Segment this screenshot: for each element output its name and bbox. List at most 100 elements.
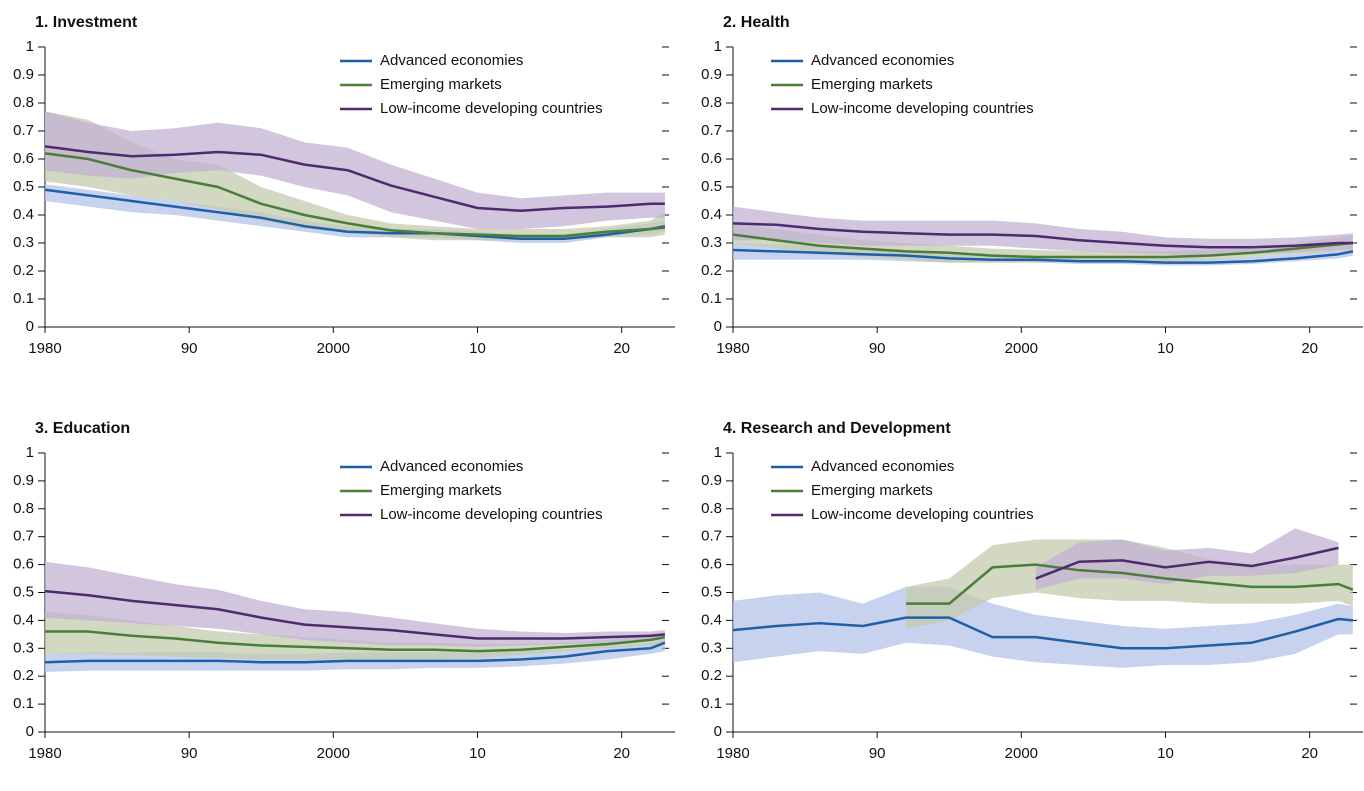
- legend-label: Emerging markets: [811, 482, 933, 499]
- panel-title: 4. Research and Development: [723, 420, 951, 437]
- y-tick-label: 1: [714, 444, 722, 461]
- x-tick-label: 1980: [716, 340, 749, 357]
- y-tick-label: 0.4: [701, 206, 722, 223]
- y-tick-label: 0.8: [701, 500, 722, 517]
- x-tick-label: 90: [869, 340, 886, 357]
- y-tick-label: 1: [714, 38, 722, 55]
- series-line: [732, 616, 1354, 650]
- y-tick-label: 0.9: [13, 66, 34, 83]
- x-tick-label: 20: [1301, 745, 1318, 762]
- x-tick-label: 2000: [1005, 340, 1038, 357]
- band: [45, 612, 665, 660]
- legend-label: Low-income developing countries: [380, 100, 603, 117]
- legend-label: Emerging markets: [380, 76, 502, 93]
- x-tick-label: 90: [181, 340, 198, 357]
- y-tick-label: 0: [714, 723, 722, 740]
- x-tick-label: 10: [469, 340, 486, 357]
- series-line: [905, 563, 1354, 605]
- y-tick-label: 0.7: [701, 122, 722, 139]
- panel-title: 3. Education: [35, 420, 130, 437]
- y-tick-label: 0.1: [13, 290, 34, 307]
- band: [45, 561, 665, 647]
- band: [1035, 528, 1339, 590]
- x-tick-label: 20: [1301, 340, 1318, 357]
- y-tick-label: 0.3: [13, 639, 34, 656]
- y-tick-label: 0.5: [13, 583, 34, 600]
- y-tick-label: 0.6: [13, 150, 34, 167]
- y-tick-label: 0.3: [701, 234, 722, 251]
- y-tick-label: 0.5: [701, 178, 722, 195]
- legend-label: Advanced economies: [811, 52, 954, 69]
- x-tick-label: 2000: [317, 340, 350, 357]
- y-tick-label: 0.8: [13, 94, 34, 111]
- y-tick-label: 0.2: [701, 262, 722, 279]
- series-line: [44, 641, 666, 664]
- y-tick-label: 1: [26, 444, 34, 461]
- panel-title: 1. Investment: [35, 14, 138, 31]
- y-tick-label: 0.5: [13, 178, 34, 195]
- band: [733, 586, 1353, 668]
- y-tick-label: 0.6: [701, 556, 722, 573]
- y-tick-label: 0.4: [13, 611, 34, 628]
- y-tick-label: 0.6: [13, 556, 34, 573]
- y-tick-label: 0.6: [701, 150, 722, 167]
- y-tick-label: 0.9: [701, 472, 722, 489]
- band: [905, 539, 1353, 629]
- y-tick-label: 0: [26, 723, 34, 740]
- x-tick-label: 2000: [317, 745, 350, 762]
- x-tick-label: 2000: [1005, 745, 1038, 762]
- y-tick-label: 0.7: [13, 528, 34, 545]
- series-line: [732, 222, 1353, 249]
- x-tick-label: 1980: [716, 745, 749, 762]
- series-line: [45, 630, 666, 653]
- series-line: [44, 188, 666, 241]
- y-tick-label: 0.8: [701, 94, 722, 111]
- series-line: [1035, 546, 1339, 580]
- legend-label: Advanced economies: [811, 458, 954, 475]
- x-tick-label: 90: [181, 745, 198, 762]
- legend-label: Advanced economies: [380, 52, 523, 69]
- y-tick-label: 0.8: [13, 500, 34, 517]
- legend-label: Low-income developing countries: [380, 506, 603, 523]
- y-tick-label: 0.3: [13, 234, 34, 251]
- legend-label: Emerging markets: [811, 76, 933, 93]
- x-tick-label: 10: [1157, 340, 1174, 357]
- series-line: [732, 233, 1354, 259]
- y-tick-label: 0.5: [701, 583, 722, 600]
- series-line: [44, 152, 666, 238]
- y-tick-label: 0.2: [701, 667, 722, 684]
- y-tick-label: 0.4: [701, 611, 722, 628]
- series-line: [732, 248, 1354, 264]
- y-tick-label: 0.1: [701, 290, 722, 307]
- y-tick-label: 0.7: [701, 528, 722, 545]
- y-tick-label: 1: [26, 38, 34, 55]
- y-tick-label: 0.9: [701, 66, 722, 83]
- x-tick-label: 10: [469, 745, 486, 762]
- y-tick-label: 0: [26, 318, 34, 335]
- legend-label: Advanced economies: [380, 458, 523, 475]
- x-tick-label: 90: [869, 745, 886, 762]
- y-tick-label: 0.1: [701, 695, 722, 712]
- x-tick-label: 10: [1157, 745, 1174, 762]
- series-line: [44, 589, 666, 640]
- series-line: [44, 145, 665, 213]
- y-tick-label: 0.7: [13, 122, 34, 139]
- y-tick-label: 0: [714, 318, 722, 335]
- band: [45, 111, 665, 241]
- y-tick-label: 0.2: [13, 667, 34, 684]
- band: [45, 111, 665, 229]
- y-tick-label: 0.2: [13, 262, 34, 279]
- y-tick-label: 0.9: [13, 472, 34, 489]
- y-tick-label: 0.1: [13, 695, 34, 712]
- legend-label: Emerging markets: [380, 482, 502, 499]
- x-tick-label: 20: [613, 745, 630, 762]
- legend-label: Low-income developing countries: [811, 100, 1034, 117]
- panel-title: 2. Health: [723, 14, 790, 31]
- legend-label: Low-income developing countries: [811, 506, 1034, 523]
- y-tick-label: 0.4: [13, 206, 34, 223]
- band: [733, 206, 1353, 256]
- x-tick-label: 1980: [28, 340, 61, 357]
- x-tick-label: 1980: [28, 745, 61, 762]
- y-tick-label: 0.3: [701, 639, 722, 656]
